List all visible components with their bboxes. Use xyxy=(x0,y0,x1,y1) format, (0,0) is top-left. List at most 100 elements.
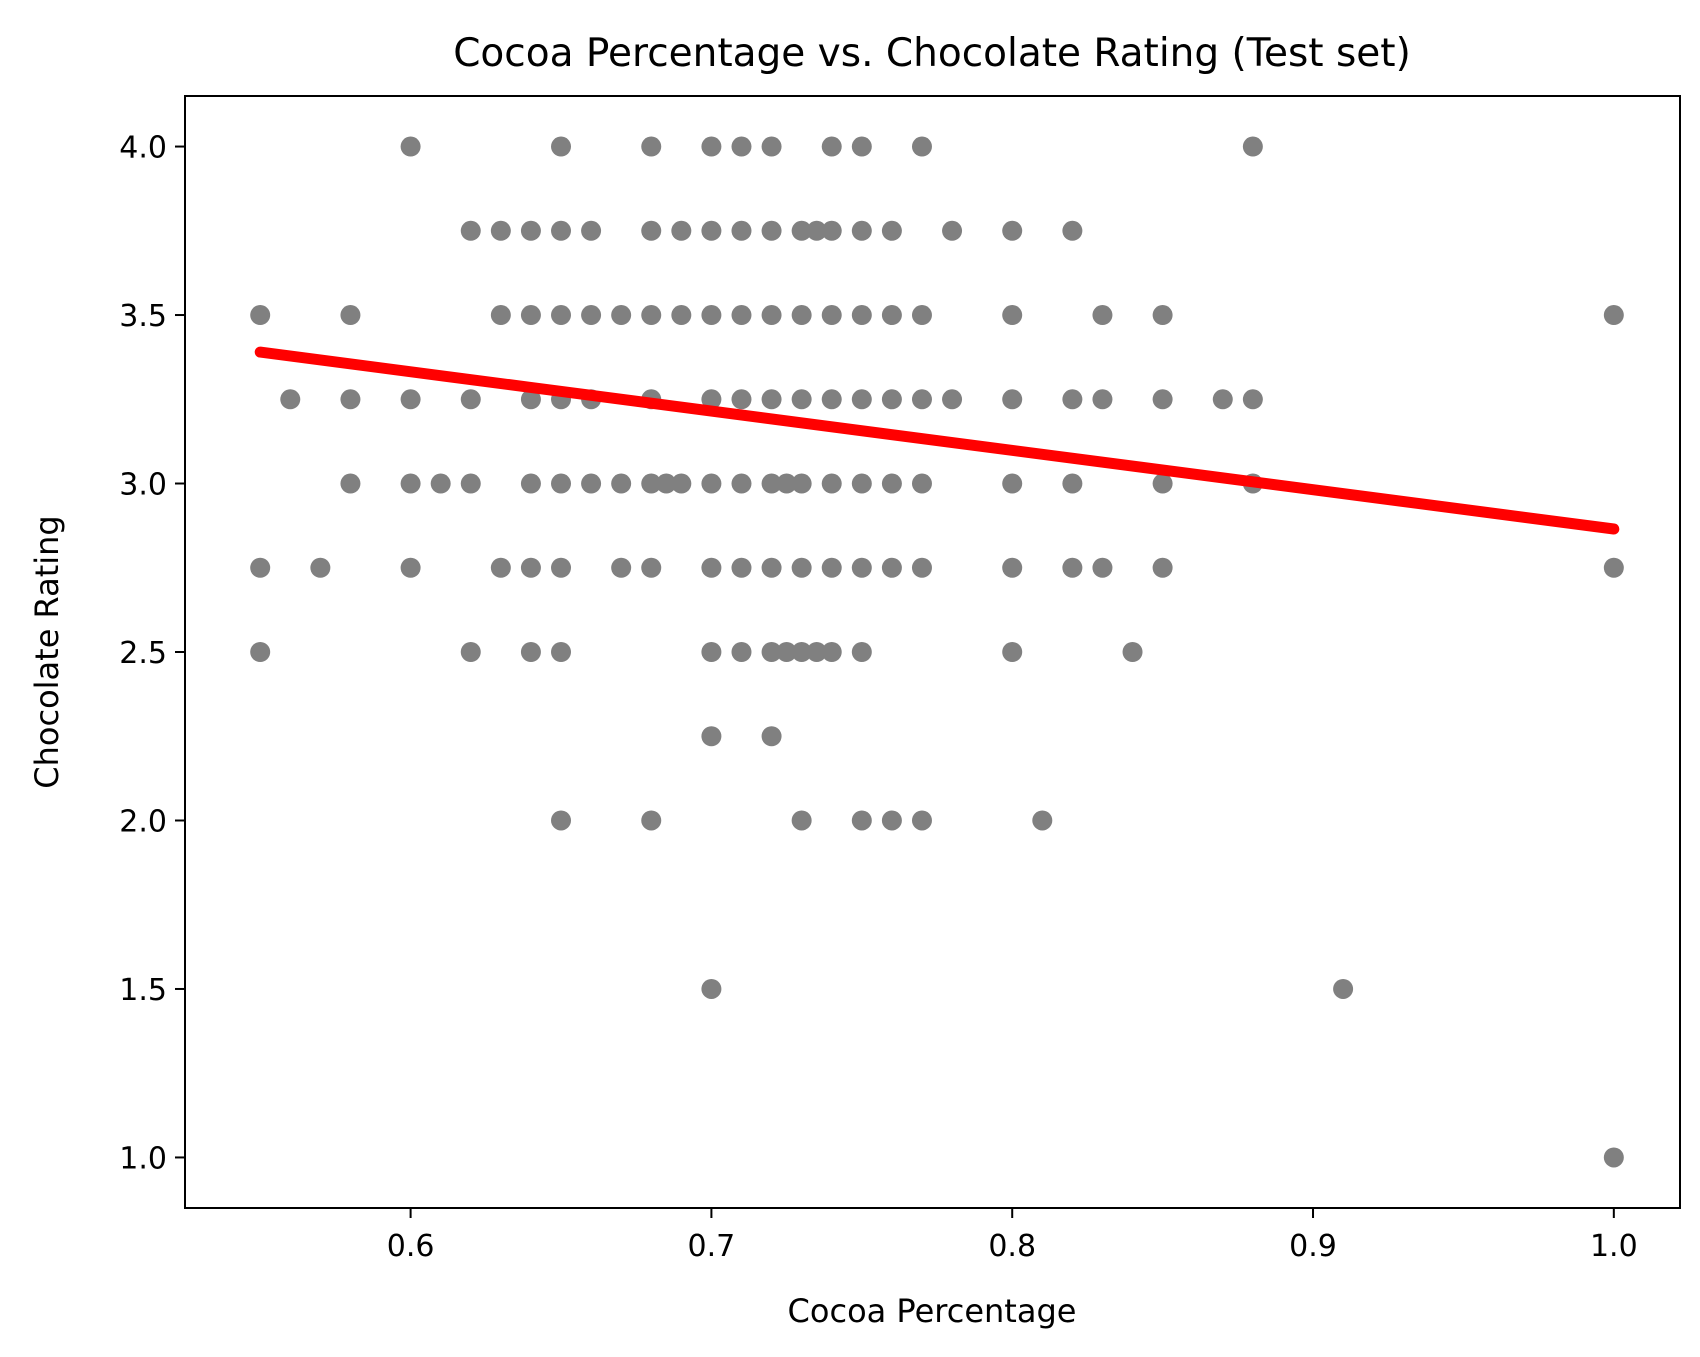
data-point xyxy=(551,220,572,241)
data-point xyxy=(881,305,902,326)
data-point xyxy=(1603,1147,1624,1168)
data-point xyxy=(806,642,827,662)
data-point xyxy=(701,305,722,326)
y-tick-label: 2.0 xyxy=(119,804,167,839)
data-point xyxy=(851,136,872,157)
data-point xyxy=(731,642,752,662)
data-point xyxy=(340,473,361,494)
data-point xyxy=(1603,557,1624,578)
data-point xyxy=(731,220,752,241)
data-point xyxy=(761,136,782,157)
data-point xyxy=(776,473,797,494)
data-point xyxy=(911,136,932,157)
data-point xyxy=(761,305,782,326)
data-point xyxy=(611,473,632,494)
x-tick-label: 1.0 xyxy=(1590,1229,1638,1264)
data-point xyxy=(520,473,541,494)
data-point xyxy=(340,305,361,326)
data-point xyxy=(701,642,722,662)
data-point xyxy=(250,557,271,578)
data-point xyxy=(551,473,572,494)
data-point xyxy=(1092,557,1113,578)
data-point xyxy=(551,136,572,157)
data-point xyxy=(520,305,541,326)
data-point xyxy=(731,136,752,157)
data-point xyxy=(1122,642,1143,662)
data-point xyxy=(911,557,932,578)
data-point xyxy=(701,557,722,578)
data-point xyxy=(1212,389,1233,410)
data-point xyxy=(821,389,842,410)
data-point xyxy=(671,305,692,326)
data-point xyxy=(851,305,872,326)
data-point xyxy=(400,136,421,157)
y-tick-label: 3.5 xyxy=(119,299,167,334)
data-point xyxy=(911,473,932,494)
data-point xyxy=(250,305,271,326)
data-point xyxy=(701,726,722,747)
data-point xyxy=(656,473,677,494)
data-point xyxy=(551,810,572,831)
data-point xyxy=(1152,473,1173,494)
data-point xyxy=(911,305,932,326)
data-point xyxy=(821,220,842,241)
data-point xyxy=(821,557,842,578)
chart-title: Cocoa Percentage vs. Chocolate Rating (T… xyxy=(453,31,1411,76)
y-axis-ticks: 1.0 1.5 2.0 2.5 3.0 3.5 4.0 xyxy=(119,131,185,1176)
data-point xyxy=(761,726,782,747)
data-point xyxy=(791,642,812,662)
data-point xyxy=(851,557,872,578)
data-point xyxy=(1062,389,1083,410)
data-point xyxy=(851,810,872,831)
data-point xyxy=(851,473,872,494)
data-point xyxy=(340,389,361,410)
data-point xyxy=(942,389,963,410)
data-point xyxy=(400,473,421,494)
data-point xyxy=(761,389,782,410)
data-point xyxy=(776,642,797,662)
data-point xyxy=(1062,220,1083,241)
data-point xyxy=(791,305,812,326)
data-point xyxy=(791,389,812,410)
data-point xyxy=(1002,642,1023,662)
data-point xyxy=(1002,389,1023,410)
data-point xyxy=(1152,389,1173,410)
data-point xyxy=(520,220,541,241)
data-point xyxy=(701,220,722,241)
x-axis-ticks: 0.6 0.7 0.8 0.9 1.0 xyxy=(387,1208,1638,1264)
x-tick-label: 0.6 xyxy=(387,1229,435,1264)
data-point xyxy=(731,557,752,578)
data-point xyxy=(791,220,812,241)
data-point xyxy=(1603,305,1624,326)
data-point xyxy=(551,642,572,662)
data-point xyxy=(1242,389,1263,410)
x-tick-label: 0.8 xyxy=(988,1229,1036,1264)
data-point xyxy=(1002,305,1023,326)
y-tick-label: 2.5 xyxy=(119,636,167,671)
data-point xyxy=(1032,810,1053,831)
data-point xyxy=(551,557,572,578)
data-point xyxy=(641,136,662,157)
data-point xyxy=(490,305,511,326)
data-point xyxy=(520,557,541,578)
data-point xyxy=(821,473,842,494)
data-point xyxy=(671,473,692,494)
data-point xyxy=(581,220,602,241)
data-point xyxy=(701,978,722,999)
y-tick-label: 1.0 xyxy=(119,1141,167,1176)
data-point xyxy=(641,305,662,326)
data-point xyxy=(761,557,782,578)
data-point xyxy=(1002,557,1023,578)
data-point xyxy=(731,473,752,494)
data-point xyxy=(851,220,872,241)
data-point xyxy=(671,220,692,241)
data-point xyxy=(791,473,812,494)
data-point xyxy=(881,473,902,494)
x-tick-label: 0.9 xyxy=(1289,1229,1337,1264)
data-point xyxy=(581,473,602,494)
data-point xyxy=(731,305,752,326)
data-point xyxy=(1152,557,1173,578)
data-point xyxy=(310,557,331,578)
data-point xyxy=(911,810,932,831)
data-point xyxy=(821,305,842,326)
